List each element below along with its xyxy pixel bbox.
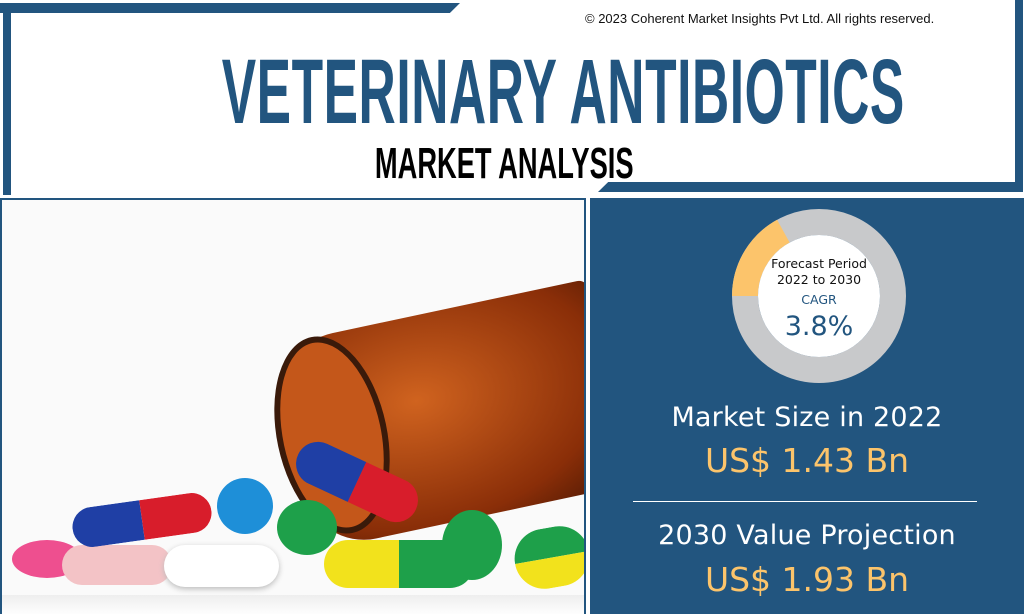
donut-center: [758, 235, 880, 357]
stats-panel: Forecast Period 2022 to 2030 CAGR 3.8% M…: [590, 198, 1024, 614]
page-title: VETERINARY ANTIBIOTICS: [221, 41, 905, 143]
cagr-value: 3.8%: [784, 311, 854, 342]
capsule-red-blue: [69, 490, 215, 550]
divider: [633, 501, 977, 502]
pill-light-pink: [62, 545, 172, 585]
cagr-label: CAGR: [801, 292, 837, 307]
pill-blue: [217, 478, 273, 534]
page-subtitle: MARKET ANALYSIS: [374, 139, 634, 188]
projection-label: 2030 Value Projection: [658, 520, 956, 551]
copyright-text: © 2023 Coherent Market Insights Pvt Ltd.…: [585, 11, 935, 26]
pills-bottle-image: [0, 198, 586, 614]
forecast-period: 2022 to 2030: [776, 272, 862, 287]
table-surface: [2, 595, 584, 614]
pill-green-2: [442, 510, 502, 580]
forecast-label: Forecast Period: [771, 256, 867, 271]
frame-top-bar: [0, 3, 460, 13]
market-size-label: Market Size in 2022: [671, 402, 943, 433]
frame-right-bar: [1015, 0, 1023, 192]
donut-highlight-arc: [732, 219, 791, 297]
projection-value: US$ 1.93 Bn: [704, 560, 910, 599]
market-size-value: US$ 1.43 Bn: [704, 441, 910, 480]
capsule-green-yellow: [509, 521, 584, 594]
frame-bottom-bar: [598, 182, 1023, 192]
frame-left-bar: [3, 3, 11, 195]
pill-green: [277, 500, 337, 555]
pill-white: [164, 545, 279, 587]
cagr-donut: [732, 209, 906, 383]
